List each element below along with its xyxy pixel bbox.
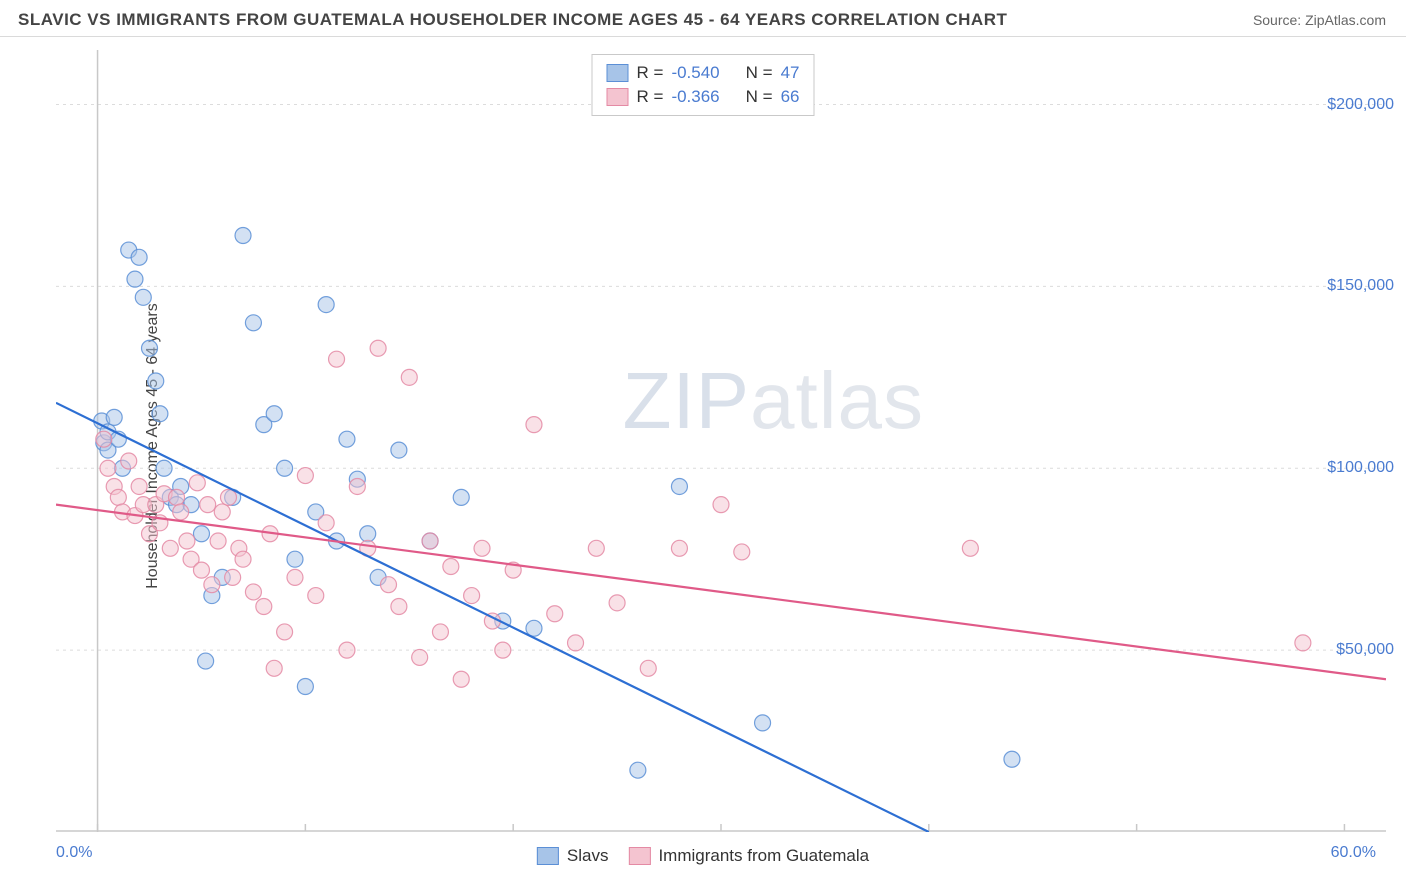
x-axis-min: 0.0% <box>56 844 92 862</box>
swatch-guatemala-icon <box>628 847 650 865</box>
y-tick-label: $100,000 <box>1327 459 1394 477</box>
title-bar: SLAVIC VS IMMIGRANTS FROM GUATEMALA HOUS… <box>0 0 1406 37</box>
scatter-chart <box>56 50 1386 832</box>
source-label: Source: <box>1253 12 1305 28</box>
legend-item-slavs: Slavs <box>537 846 609 866</box>
swatch-guatemala-icon <box>607 88 629 106</box>
swatch-slavs-icon <box>607 64 629 82</box>
chart-title: SLAVIC VS IMMIGRANTS FROM GUATEMALA HOUS… <box>18 10 1007 30</box>
r-value-1: -0.366 <box>671 87 719 107</box>
correlation-legend: R = -0.540 N = 47 R = -0.366 N = 66 <box>592 54 815 116</box>
n-label: N = <box>746 63 773 83</box>
n-value-0: 47 <box>781 63 800 83</box>
x-axis-max: 60.0% <box>1331 844 1376 862</box>
legend-item-guatemala: Immigrants from Guatemala <box>628 846 869 866</box>
source-link[interactable]: ZipAtlas.com <box>1305 12 1386 28</box>
r-label: R = <box>637 87 664 107</box>
plot-area <box>56 50 1386 832</box>
n-label: N = <box>746 87 773 107</box>
legend-row-slavs: R = -0.540 N = 47 <box>607 61 800 85</box>
source-attribution: Source: ZipAtlas.com <box>1253 12 1386 28</box>
y-tick-label: $150,000 <box>1327 277 1394 295</box>
r-value-0: -0.540 <box>671 63 719 83</box>
y-tick-label: $200,000 <box>1327 96 1394 114</box>
series-name-1: Immigrants from Guatemala <box>658 846 869 866</box>
legend-row-guatemala: R = -0.366 N = 66 <box>607 85 800 109</box>
series-name-0: Slavs <box>567 846 609 866</box>
swatch-slavs-icon <box>537 847 559 865</box>
y-tick-label: $50,000 <box>1336 641 1394 659</box>
r-label: R = <box>637 63 664 83</box>
n-value-1: 66 <box>781 87 800 107</box>
series-legend: Slavs Immigrants from Guatemala <box>537 846 869 866</box>
